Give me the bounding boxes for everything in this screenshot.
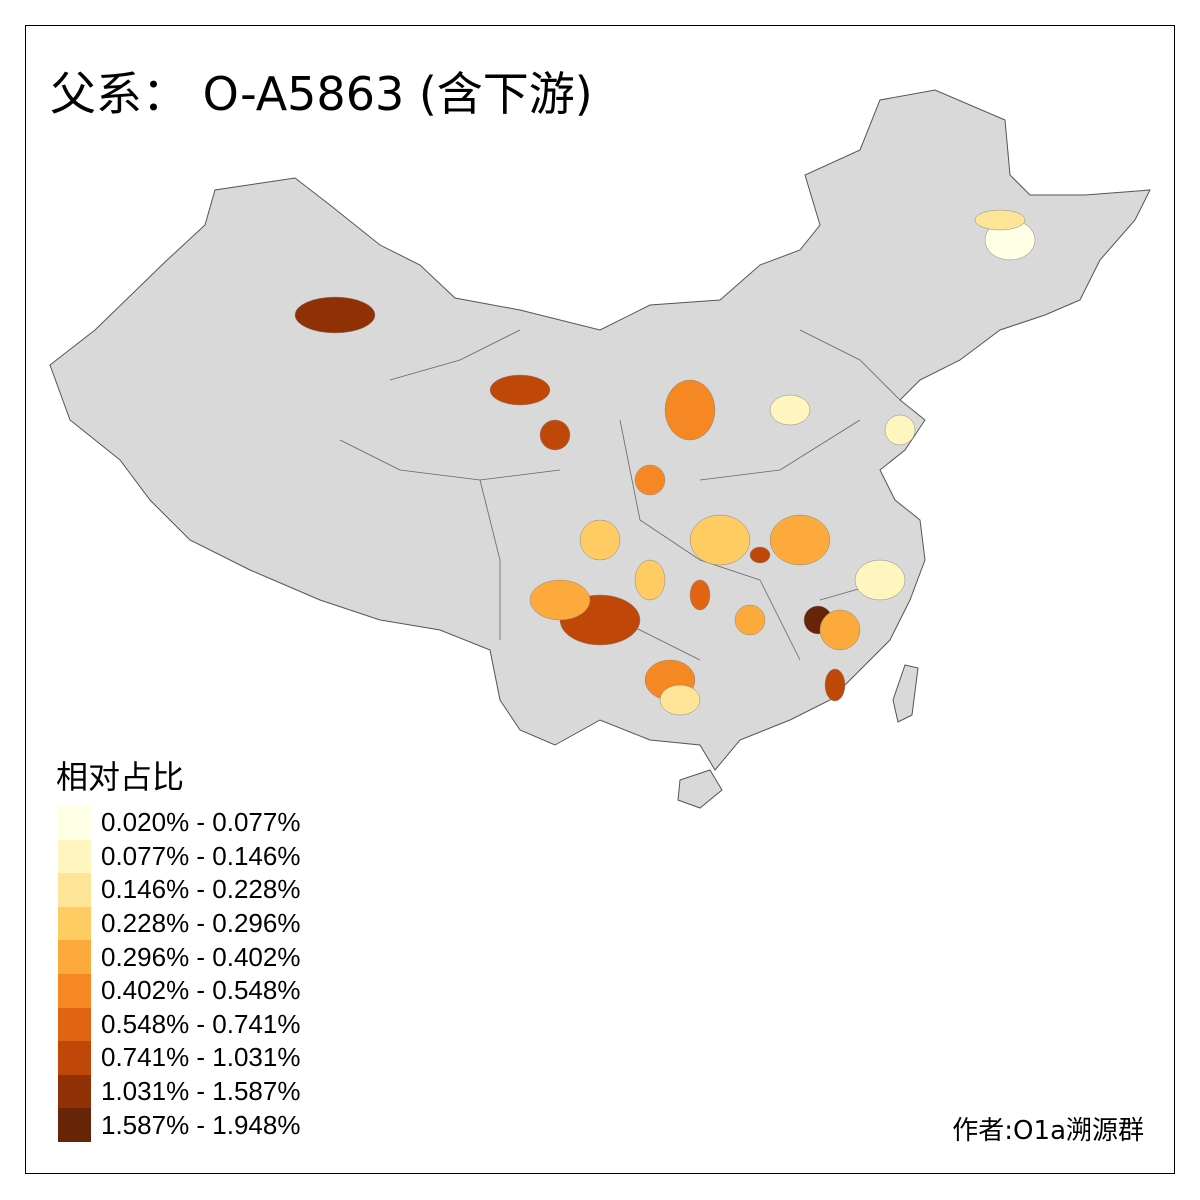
legend-label: 0.296% - 0.402% — [101, 941, 301, 972]
shaded-region — [734, 604, 766, 636]
shaded-region — [689, 579, 711, 611]
legend-swatch — [58, 1041, 91, 1075]
legend-label: 0.146% - 0.228% — [101, 874, 301, 905]
province-borders — [339, 329, 901, 661]
legend-swatch — [58, 839, 91, 874]
shaded-region — [294, 296, 376, 334]
legend-item: 0.146% - 0.228% — [58, 873, 300, 907]
legend-label: 0.741% - 1.031% — [101, 1042, 301, 1073]
shaded-region — [529, 579, 591, 621]
legend-label: 0.402% - 0.548% — [101, 975, 301, 1006]
map-frame — [25, 25, 1175, 1174]
shaded-region — [769, 394, 811, 426]
legend-item: 0.228% - 0.296% — [58, 906, 301, 941]
shaded-region — [884, 414, 916, 446]
shaded-region — [819, 609, 861, 651]
china-outline — [49, 89, 1151, 771]
legend-swatch — [58, 873, 91, 907]
legend-label: 1.587% - 1.948% — [101, 1109, 301, 1140]
legend-swatch — [58, 906, 91, 941]
legend-item: 0.077% - 0.146% — [58, 839, 301, 874]
shaded-region — [749, 546, 771, 564]
legend-title: 相对占比 — [56, 758, 185, 796]
legend-item: 1.587% - 1.948% — [58, 1108, 300, 1142]
legend-swatch — [58, 940, 91, 974]
legend-label: 0.228% - 0.296% — [101, 908, 301, 939]
shaded-region — [634, 464, 666, 496]
shaded-region — [539, 419, 571, 451]
legend-label: 0.020% - 0.077% — [101, 807, 301, 838]
shaded-region — [634, 559, 666, 601]
map-title: 父系： O-A5863 (含下游) — [50, 67, 593, 121]
shaded-region — [489, 374, 551, 406]
shaded-region — [974, 209, 1026, 231]
shaded-region — [579, 519, 621, 561]
shaded-region — [689, 514, 751, 566]
legend-item: 0.741% - 1.031% — [58, 1041, 300, 1075]
shaded-region — [769, 514, 831, 566]
legend-label: 0.077% - 0.146% — [101, 840, 301, 871]
legend-swatch — [58, 1108, 91, 1142]
legend-swatch — [58, 1074, 91, 1109]
legend-swatch — [58, 973, 91, 1008]
legend-swatch — [58, 806, 91, 840]
hainan-island — [677, 769, 723, 809]
author-credit: 作者:O1a溯源群 — [952, 1116, 1144, 1146]
legend-label: 1.031% - 1.587% — [101, 1076, 301, 1107]
shaded-region — [664, 379, 716, 441]
legend: 0.020% - 0.077% 0.077% - 0.146% 0.146% - 0… — [58, 806, 300, 1142]
shaded-region — [854, 559, 906, 601]
shaded-region — [824, 668, 846, 702]
taiwan-island — [892, 664, 919, 723]
legend-item: 0.548% - 0.741% — [58, 1007, 301, 1042]
legend-item: 0.020% - 0.077% — [58, 806, 300, 840]
legend-item: 0.296% - 0.402% — [58, 940, 300, 974]
shaded-region — [659, 684, 701, 716]
legend-item: 0.402% - 0.548% — [58, 973, 301, 1008]
legend-label: 0.548% - 0.741% — [101, 1008, 301, 1039]
legend-item: 1.031% - 1.587% — [58, 1074, 301, 1109]
legend-swatch — [58, 1007, 91, 1042]
